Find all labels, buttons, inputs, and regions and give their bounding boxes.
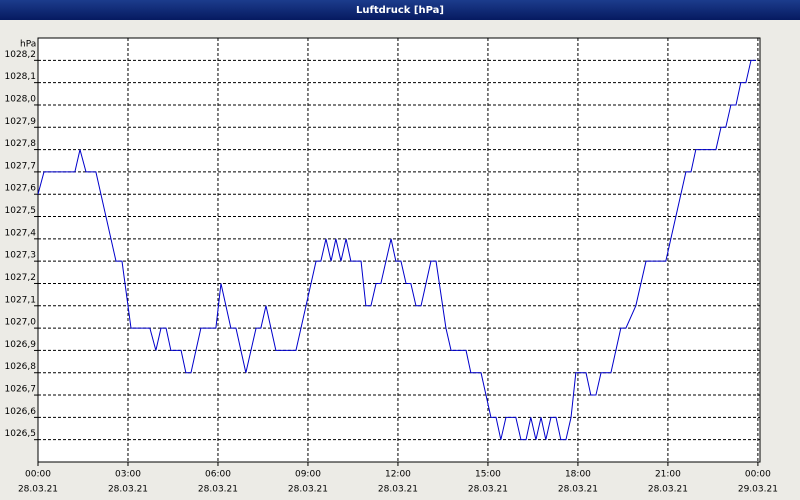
x-tick-date: 28.03.21 [558,485,598,495]
y-tick-label: 1026,7 [5,385,37,395]
y-tick-label: 1027,5 [5,206,37,216]
y-tick-label: 1027,2 [5,273,37,283]
y-tick-label: 1026,6 [5,407,37,417]
y-tick-label: 1028,2 [5,50,37,60]
y-tick-label: 1026,8 [5,362,37,372]
x-tick-date: 29.03.21 [738,485,778,495]
x-tick-date: 28.03.21 [108,485,148,495]
x-tick-label: 18:00 [565,470,591,480]
title-bar [0,0,800,20]
y-tick-label: 1027,0 [5,318,37,328]
x-tick-label: 00:00 [745,470,771,480]
x-tick-date: 28.03.21 [468,485,508,495]
x-tick-label: 06:00 [205,470,231,480]
y-tick-label: 1027,8 [5,139,37,149]
x-tick-label: 21:00 [655,470,681,480]
y-tick-label: 1028,1 [5,72,37,82]
y-tick-label: 1028,0 [5,94,37,104]
y-tick-label: 1026,9 [5,340,37,350]
y-unit: hPa [20,40,36,50]
x-tick-date: 28.03.21 [648,485,688,495]
y-tick-label: 1027,1 [5,295,37,305]
y-tick-label: 1026,5 [5,429,37,439]
x-tick-date: 28.03.21 [198,485,238,495]
x-tick-label: 12:00 [385,470,411,480]
x-tick-date: 28.03.21 [288,485,328,495]
x-tick-date: 28.03.21 [378,485,418,495]
x-tick-label: 03:00 [115,470,141,480]
x-tick-label: 00:00 [25,470,51,480]
chart-title: Luftdruck [hPa] [356,5,444,16]
x-tick-label: 09:00 [295,470,321,480]
y-tick-label: 1027,9 [5,117,37,127]
plot-area [37,37,761,463]
y-tick-label: 1027,3 [5,251,37,261]
x-tick-label: 15:00 [475,470,501,480]
y-tick-label: 1027,7 [5,161,37,171]
y-tick-label: 1027,6 [5,184,37,194]
y-tick-label: 1027,4 [5,228,37,238]
data-line [37,59,756,441]
x-tick-date: 28.03.21 [18,485,58,495]
